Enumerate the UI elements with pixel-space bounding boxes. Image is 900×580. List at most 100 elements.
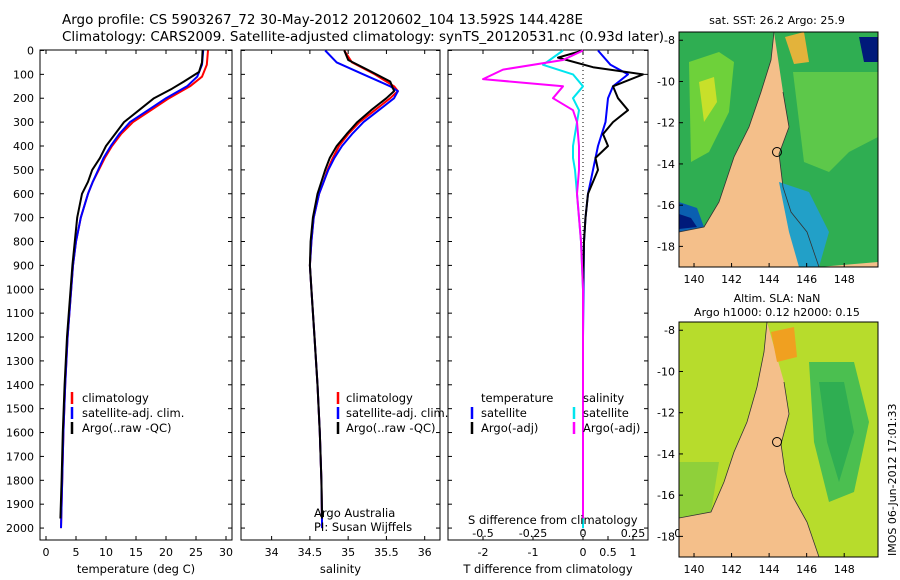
series-line [308,49,399,529]
lat-tick-label: -14 [657,448,675,461]
sla-map-area [679,322,878,557]
top-tick-label: 0.25 [621,527,646,540]
x-tick-label: -1 [528,546,539,559]
coastline-west [679,32,775,233]
argo-location-marker [772,147,782,157]
lon-tick-label: 142 [721,563,742,576]
coastline-west [679,322,768,519]
lon-tick-label: 144 [759,273,780,286]
x-tick-label: -2 [478,546,489,559]
lat-tick-label: -18 [657,530,675,543]
sst-map-area [679,32,878,267]
x-tick-label: 34 [265,546,279,559]
lon-tick-label: 148 [834,563,855,576]
legend-label-s-satellite: satellite [583,406,629,420]
lat-tick-label: -10 [657,75,675,88]
depth-tick-label: 600 [13,188,34,201]
x-tick-label: 15 [129,546,143,559]
x-tick-label: 0.5 [599,546,617,559]
sla-map-title-line1: Altim. SLA: NaN [734,292,821,305]
depth-tick-label: 2000 [6,522,34,535]
legend-label-satellite: satellite-adj. clim. [82,406,184,420]
x-axis-label: salinity [320,562,361,576]
series-line [59,50,204,519]
deep-water-northeast [859,37,878,62]
lon-tick-label: 146 [796,273,817,286]
cool-patch-east [779,182,829,267]
lon-tick-label: 142 [721,273,742,286]
annotation-pi: PI: Susan Wijffels [314,520,412,534]
depth-tick-label: 1000 [6,283,34,296]
series-line [557,49,644,519]
argo-location-marker [772,437,782,447]
depth-tick-label: 100 [13,68,34,81]
lat-tick-label: -8 [664,324,675,337]
legend-label-argo: Argo(..raw -QC) [346,421,436,435]
depth-tick-label: 800 [13,236,34,249]
depth-tick-label: 1600 [6,427,34,440]
header-line1: Argo profile: CS 5903267_72 30-May-2012 … [62,12,583,28]
x-axis-label: T difference from climatology [462,562,633,576]
warm-core-west [699,77,717,122]
series-line [308,49,399,529]
high-sla-north [771,327,797,362]
top-tick-label: -0.25 [519,527,547,540]
sea-east-deep [819,382,854,482]
depth-tick-label: 1700 [6,450,34,463]
lat-tick-label: -14 [657,158,675,171]
top-tick-label: -0.5 [472,527,493,540]
sla-map-frame [678,321,879,558]
difference-panel [447,49,649,541]
legend-label-climatology: climatology [82,391,149,405]
cold-water-west-deep [679,214,697,229]
lat-tick-label: -16 [657,489,675,502]
lat-tick-label: -18 [657,240,675,253]
salinity-plot: 34 34.5 35 35.5 36 salinity [241,49,440,576]
sla-map-ticks: 140 142 144 146 148 -8 -10 -12 -14 -16 -18 [657,324,855,576]
depth-tick-label: 700 [13,212,34,225]
depth-tick-label: 1300 [6,355,34,368]
legend-label-argo: Argo(..raw -QC) [82,421,172,435]
depth-tick-label: 500 [13,164,34,177]
x-tick-label: 36 [418,546,432,559]
difference-legend: temperature salinity satellite Argo(-adj… [468,391,640,527]
sla-map: Altim. SLA: NaN Argo h1000: 0.12 h2000: … [657,292,879,576]
salinity-legend: climatology satellite-adj. clim. Argo(..… [314,391,448,534]
depth-tick-label: 300 [13,116,34,129]
x-axis-label: temperature (deg C) [77,562,195,576]
depth-axis: 0 100 200 300 400 500 600 700 800 900 1000 1100 1200… [6,44,34,535]
legend-header-salinity: salinity [583,391,624,405]
legend-label-climatology: climatology [346,391,413,405]
legend-label-s-argo: Argo(-adj) [583,421,640,435]
series-line [308,50,396,519]
sst-map-frame [678,31,879,268]
warm-core-north [785,32,809,64]
lon-tick-label: 140 [684,563,705,576]
series-line [482,49,584,519]
lon-tick-label: 140 [684,273,705,286]
timestamp-stamp: IMOS 06-Jun-2012 17:01:33 [886,403,899,556]
coastline-east [778,91,820,267]
lat-tick-label: -16 [657,199,675,212]
lon-tick-label: 148 [834,273,855,286]
x-tick-label: 10 [99,546,113,559]
x-tick-label: 1 [630,546,637,559]
x-tick-label: 34.5 [298,546,323,559]
x-tick-label: 20 [159,546,173,559]
depth-tick-label: 900 [13,259,34,272]
warm-patch-east [793,72,878,172]
sst-map-title: sat. SST: 26.2 Argo: 25.9 [709,14,845,27]
depth-tick-label: 200 [13,92,34,105]
depth-tick-label: 1900 [6,498,34,511]
lat-tick-label: -12 [657,117,675,130]
legend-label-satellite: satellite-adj. clim. [346,406,448,420]
series-line [60,50,209,529]
sst-map-ticks: 140 142 144 146 148 -8 -10 -12 -14 -16 -18 [657,34,855,286]
depth-tick-label: 1400 [6,379,34,392]
legend-label-t-satellite: satellite [481,406,527,420]
depth-tick-label: 1500 [6,403,34,416]
depth-tick-label: 1200 [6,331,34,344]
difference-plot: -2 -1 0 0.5 1 T difference from climatology -0… [448,49,692,576]
temperature-panel [39,49,233,541]
